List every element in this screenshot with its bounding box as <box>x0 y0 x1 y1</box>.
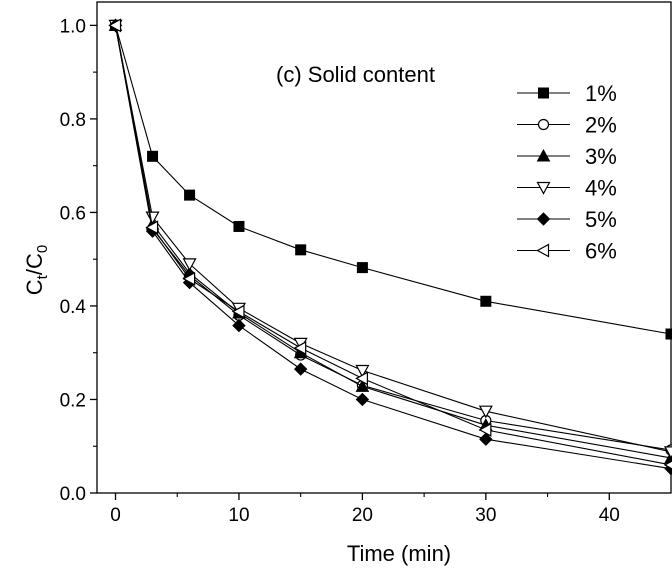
legend-label: 5% <box>585 207 617 232</box>
legend-label: 3% <box>585 144 617 169</box>
legend-item: 4% <box>517 176 617 201</box>
y-axis-label-sub2: 0 <box>34 245 51 253</box>
x-axis: 0 10 20 30 40 <box>110 493 620 526</box>
data-point-triangle-up <box>355 379 370 392</box>
series-line <box>114 25 672 453</box>
data-point-triangle-left <box>478 422 492 437</box>
data-point-diamond <box>479 432 493 446</box>
data-point-diamond <box>536 212 551 226</box>
x-tick-label: 20 <box>352 505 373 526</box>
data-point-square <box>356 262 368 274</box>
data-point-square <box>295 244 307 256</box>
series-line <box>114 25 672 459</box>
legend-label: 2% <box>585 113 617 138</box>
legend-item: 2% <box>517 113 617 138</box>
y-tick-label: 0.4 <box>60 297 87 318</box>
y-axis-label: Ct/C0 <box>22 245 51 295</box>
chart-annotation: (c) Solid content <box>276 62 435 87</box>
data-point-triangle-left <box>355 371 368 386</box>
data-point-triangle-left <box>231 304 245 319</box>
data-point-triangle-left <box>536 243 550 258</box>
legend-item: 3% <box>517 144 617 169</box>
x-tick-label: 10 <box>228 505 249 526</box>
legend-item: 1% <box>517 81 617 106</box>
data-point-square <box>147 150 159 162</box>
x-tick-label: 40 <box>599 505 620 526</box>
data-point-triangle-left <box>182 271 196 286</box>
data-point-diamond <box>293 362 308 376</box>
x-tick-label: 0 <box>110 505 121 526</box>
series-line <box>114 25 672 470</box>
data-point-triangle-down <box>478 405 493 419</box>
legend-item: 5% <box>517 207 617 232</box>
y-axis-label-sub1: t <box>34 274 51 279</box>
y-axis: 0.0 0.2 0.4 0.6 0.8 1.0 <box>60 16 97 505</box>
data-point-triangle-left <box>145 220 159 235</box>
legend: 1% 2% 3% 4% 5% 6% <box>517 81 617 264</box>
data-point-square <box>233 220 245 232</box>
y-axis-label-slash: /C <box>22 253 47 275</box>
y-tick-label: 0.8 <box>60 110 86 131</box>
data-point-square <box>480 295 492 307</box>
x-tick-label: 30 <box>475 505 496 526</box>
series-6 <box>108 18 672 470</box>
data-point-triangle-down <box>536 181 551 195</box>
data-point-square <box>184 189 196 201</box>
legend-label: 6% <box>585 239 617 264</box>
legend-item: 6% <box>517 239 617 264</box>
y-tick-label: 0.6 <box>60 203 86 224</box>
series-line <box>114 25 672 466</box>
data-point-triangle-left <box>293 341 307 356</box>
y-axis-label-main: C <box>22 279 47 295</box>
legend-label: 1% <box>585 81 617 106</box>
plot-frame <box>96 1 672 494</box>
y-tick-label: 1.0 <box>60 16 86 37</box>
series-line <box>114 25 672 335</box>
data-point-diamond <box>355 392 370 407</box>
data-point-triangle-left <box>663 460 672 470</box>
plot-border <box>96 1 672 494</box>
data-point-circle <box>537 118 550 131</box>
data-point-triangle-down <box>663 446 672 460</box>
y-tick-label: 0.0 <box>60 484 86 505</box>
data-point-triangle-down <box>355 364 370 378</box>
y-tick-label: 0.2 <box>60 390 86 411</box>
x-axis-label: Time (min) <box>347 541 451 566</box>
data-point-triangle-up <box>536 148 551 162</box>
data-point-square <box>665 328 672 340</box>
data-point-diamond <box>232 318 246 333</box>
series-layer <box>108 18 672 476</box>
data-point-triangle-down <box>182 258 197 272</box>
legend-label: 4% <box>585 176 617 201</box>
data-point-triangle-left <box>108 18 122 33</box>
data-point-square <box>538 87 549 99</box>
